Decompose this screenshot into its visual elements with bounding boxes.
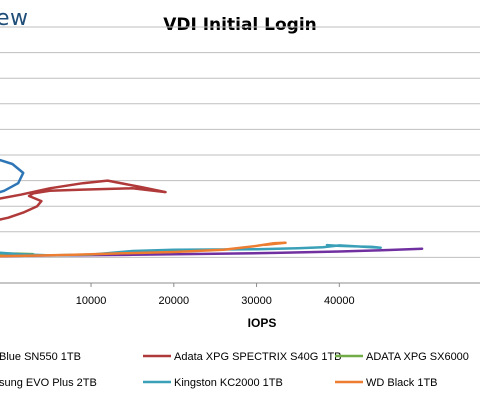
legend-label-4: Kingston KC2000 1TB — [174, 377, 283, 389]
x-axis-label: IOPS — [248, 316, 277, 330]
series-line-0 — [0, 158, 25, 194]
legend-label-0: Blue SN550 1TB — [0, 351, 81, 363]
x-tick-label-1: 20000 — [158, 295, 189, 307]
gridlines — [0, 26, 480, 258]
chart-title-text: VDI Initial Login — [163, 15, 317, 35]
x-tick-labels: 10000 20000 30000 40000 — [76, 295, 355, 307]
legend-label-2: ADATA XPG SX6000 — [366, 351, 469, 363]
legend-label-3: sung EVO Plus 2TB — [0, 377, 97, 389]
legend: Blue SN550 1TB Adata XPG SPECTRIX S40G 1T… — [0, 351, 469, 389]
x-tick-label-0: 10000 — [76, 295, 107, 307]
series-line-5 — [0, 241, 287, 258]
legend-label-1: Adata XPG SPECTRIX S40G 1TB — [174, 351, 342, 363]
legend-label-5: WD Black 1TB — [366, 377, 438, 389]
axes — [0, 282, 480, 287]
chart-title: VDI Initial Login — [0, 15, 480, 35]
x-tick-label-2: 30000 — [241, 295, 272, 307]
series-line-1 — [0, 179, 167, 221]
series-lines — [0, 158, 424, 258]
x-tick-label-3: 40000 — [324, 295, 355, 307]
